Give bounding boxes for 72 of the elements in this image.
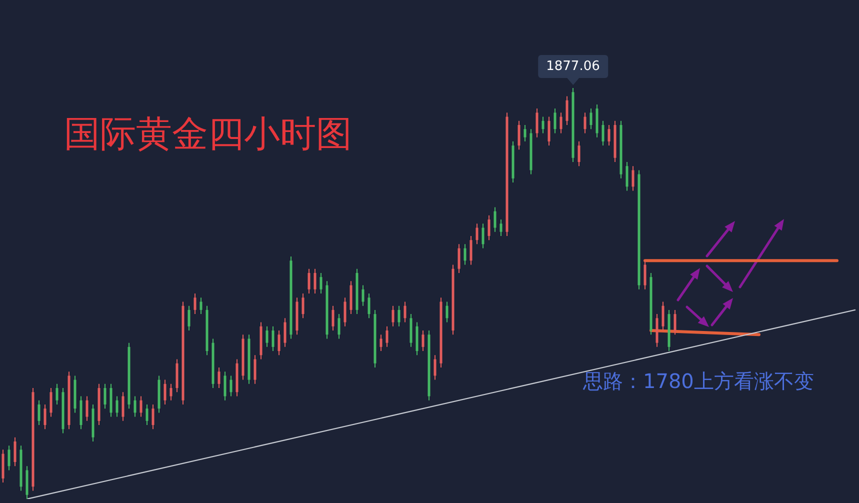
candlestick: [344, 297, 346, 327]
candlestick: [470, 235, 472, 266]
candlestick: [578, 140, 580, 167]
candlestick: [224, 371, 226, 401]
candlestick: [308, 268, 310, 294]
candlestick: [50, 388, 52, 418]
candlestick: [332, 305, 334, 331]
candlestick: [56, 383, 58, 405]
candlestick: [398, 305, 400, 327]
candlestick: [632, 166, 634, 192]
candlestick: [488, 214, 490, 241]
candlestick: [434, 354, 436, 380]
candlestick: [554, 108, 556, 134]
candlestick: [266, 326, 268, 348]
candlestick: [380, 334, 382, 352]
candlestick: [464, 244, 466, 266]
candlestick: [152, 404, 154, 430]
candlestick: [164, 379, 166, 405]
candlestick: [218, 366, 220, 389]
candlestick: [194, 293, 196, 315]
candlestick: [44, 404, 46, 430]
candlestick: [494, 206, 496, 232]
candlestick: [284, 318, 286, 348]
candlestick: [458, 244, 460, 274]
candlestick: [392, 305, 394, 327]
candlestick: [422, 330, 424, 352]
candlestick: [536, 108, 538, 138]
candlestick: [146, 404, 148, 426]
candlestick: [584, 112, 586, 134]
candlestick: [542, 116, 544, 134]
candlestick: [14, 436, 16, 467]
candlestick: [500, 219, 502, 236]
candlestick: [86, 396, 88, 422]
candlestick: [134, 396, 136, 418]
candlestick: [662, 301, 664, 331]
candlestick: [302, 293, 304, 319]
candlestick: [314, 268, 316, 294]
candlestick: [230, 375, 232, 397]
candlestick: [368, 293, 370, 319]
annotation: 思路：1780上方看涨不变: [583, 369, 814, 393]
candlestick: [590, 108, 592, 130]
candlestick: [200, 297, 202, 315]
candlestick: [254, 354, 256, 384]
candlestick: [122, 392, 124, 422]
candlestick: [626, 161, 628, 192]
candlestick: [476, 223, 478, 245]
candlestick: [338, 314, 340, 340]
candlestick: [362, 284, 364, 306]
candlestick: [674, 309, 676, 336]
candlestick: [602, 120, 604, 146]
candlestick: [140, 396, 142, 418]
candlestick: [482, 223, 484, 249]
candlestick: [524, 124, 526, 142]
candlestick: [386, 326, 388, 348]
candlestick: [188, 305, 190, 331]
candlestick: [272, 326, 274, 352]
candlestick: [8, 445, 10, 471]
candlestick: [104, 383, 106, 410]
candlestick: [518, 120, 520, 150]
candlestick: [608, 124, 610, 146]
candlestick: [38, 400, 40, 426]
candlestick: [116, 396, 118, 418]
candlestick: [404, 301, 406, 323]
candlestick: [170, 383, 172, 401]
candlestick: [560, 112, 562, 134]
candlestick: [644, 260, 646, 290]
candlestick: [446, 301, 448, 323]
candlestick: [548, 116, 550, 146]
candlestick: [278, 330, 280, 356]
candlestick: [566, 96, 568, 126]
candlestick: [320, 272, 322, 294]
text: 国际黄金四小时图: [64, 114, 352, 155]
